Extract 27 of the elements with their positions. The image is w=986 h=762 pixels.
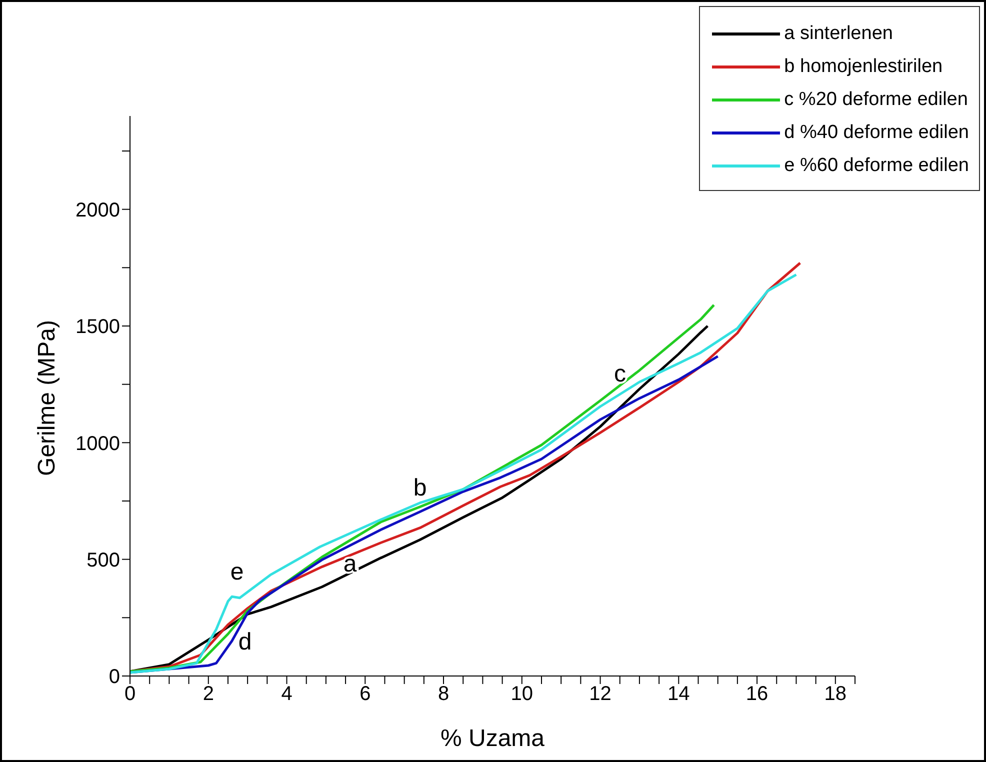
y-tick-label: 500 [86, 549, 120, 572]
annotation: d [238, 628, 252, 656]
x-tick-label: 8 [438, 683, 450, 706]
y-tick-label: 0 [108, 666, 120, 688]
y-tick-label: 2000 [76, 199, 120, 222]
y-tick-label: 1000 [76, 432, 120, 455]
x-tick-label: 2 [202, 683, 214, 706]
x-tick-label: 10 [510, 683, 534, 706]
x-tick-label: 4 [281, 683, 292, 706]
legend-label: a sinterlenen [784, 22, 893, 44]
y-tick-label: 1500 [76, 316, 120, 338]
annotation: a [343, 550, 358, 578]
x-tick-label: 14 [668, 683, 690, 706]
annotation: b [413, 474, 427, 502]
x-tick-label: 6 [360, 683, 371, 706]
annotation: e [230, 558, 244, 586]
legend-label: b homojenlestirilen [784, 56, 943, 78]
x-axis-title: % Uzama [440, 725, 546, 752]
legend-label: c %20 deforme edilen [784, 88, 968, 110]
x-tick-label: 18 [824, 683, 847, 706]
y-axis-title: Gerilme (MPa) [34, 320, 61, 476]
x-tick-label: 16 [746, 683, 768, 706]
legend-label: e %60 deforme edilen [784, 154, 969, 176]
annotation: c [614, 360, 626, 388]
x-tick-label: 12 [589, 683, 612, 706]
legend-label: d %40 deforme edilen [784, 122, 969, 144]
x-tick-label: 0 [124, 683, 136, 706]
